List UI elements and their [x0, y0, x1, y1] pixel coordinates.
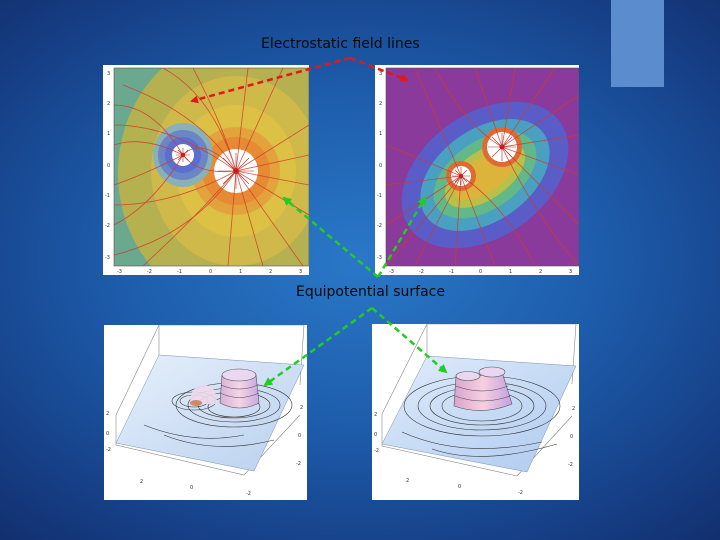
y-tick-label: 0	[107, 163, 110, 169]
y-tick-label: 1	[379, 131, 382, 137]
y-tick-label: 2	[379, 101, 382, 107]
y-tick-label: -3	[105, 255, 110, 261]
axis-tick-label: 2	[374, 412, 377, 418]
equipotential-arrow-top-left	[282, 196, 379, 278]
y-tick-label: -2	[105, 223, 110, 229]
field-lines-arrow-right	[349, 56, 409, 82]
equipotential-surface-label: Equipotential surface	[296, 284, 445, 300]
x-tick-label: 1	[239, 269, 242, 275]
axis-tick-label: -2	[518, 490, 523, 496]
y-tick-label: 3	[379, 71, 382, 77]
x-tick-label: 3	[299, 269, 302, 275]
x-tick-label: 0	[209, 269, 212, 275]
equipotential-arrow-bottom-left	[263, 306, 373, 387]
axis-tick-label: 0	[106, 431, 109, 437]
field-lines-plot-left: -3 -2 -1 0 1 2 3 3 2 1 0 -1 -2 -3	[103, 65, 309, 275]
axis-tick-label: 2	[406, 478, 409, 484]
x-tick-label: -2	[147, 269, 152, 275]
y-tick-label: -3	[377, 255, 382, 261]
equipotential-arrow-top-right	[376, 196, 427, 278]
axis-tick-label: 2	[106, 411, 109, 417]
axis-tick-label: 2	[572, 406, 575, 412]
axis-tick-label: -2	[296, 461, 301, 467]
potential-surface-plot-left: 2 0 -2 2 0 -2 2 0 -2	[104, 325, 307, 500]
x-tick-label: 0	[479, 269, 482, 275]
axis-tick-label: -2	[374, 448, 379, 454]
accent-rectangle	[611, 0, 664, 87]
field-lines-label: Electrostatic field lines	[261, 36, 420, 52]
x-tick-label: -1	[177, 269, 182, 275]
axis-tick-label: 2	[140, 479, 143, 485]
axis-tick-label: -2	[568, 462, 573, 468]
y-tick-label: -2	[377, 223, 382, 229]
axis-tick-label: 0	[298, 433, 301, 439]
y-tick-label: 0	[379, 163, 382, 169]
x-tick-label: 3	[569, 269, 572, 275]
y-tick-label: 1	[107, 131, 110, 137]
x-tick-label: 2	[269, 269, 272, 275]
x-tick-label: -1	[449, 269, 454, 275]
x-tick-label: 1	[509, 269, 512, 275]
axis-tick-label: 2	[300, 405, 303, 411]
y-tick-label: 3	[107, 71, 110, 77]
x-tick-label: -2	[419, 269, 424, 275]
x-tick-label: 2	[539, 269, 542, 275]
y-tick-label: -1	[377, 193, 382, 199]
axis-tick-label: 0	[374, 432, 377, 438]
equipotential-arrow-bottom-right	[371, 307, 448, 374]
axis-tick-label: -2	[106, 447, 111, 453]
x-tick-label: -3	[389, 269, 394, 275]
x-tick-label: -3	[117, 269, 122, 275]
y-tick-label: -1	[105, 193, 110, 199]
axis-tick-label: 0	[458, 484, 461, 490]
y-tick-label: 2	[107, 101, 110, 107]
field-lines-arrow-left	[190, 56, 351, 104]
field-lines-plot-right: -3 -2 -1 0 1 2 3 3 2 1 0 -1 -2 -3	[375, 65, 579, 275]
potential-surface-plot-right: 2 0 -2 2 0 -2 2 0 -2	[372, 324, 579, 500]
axis-tick-label: -2	[246, 491, 251, 497]
axis-tick-label: 0	[190, 485, 193, 491]
axis-tick-label: 0	[570, 434, 573, 440]
